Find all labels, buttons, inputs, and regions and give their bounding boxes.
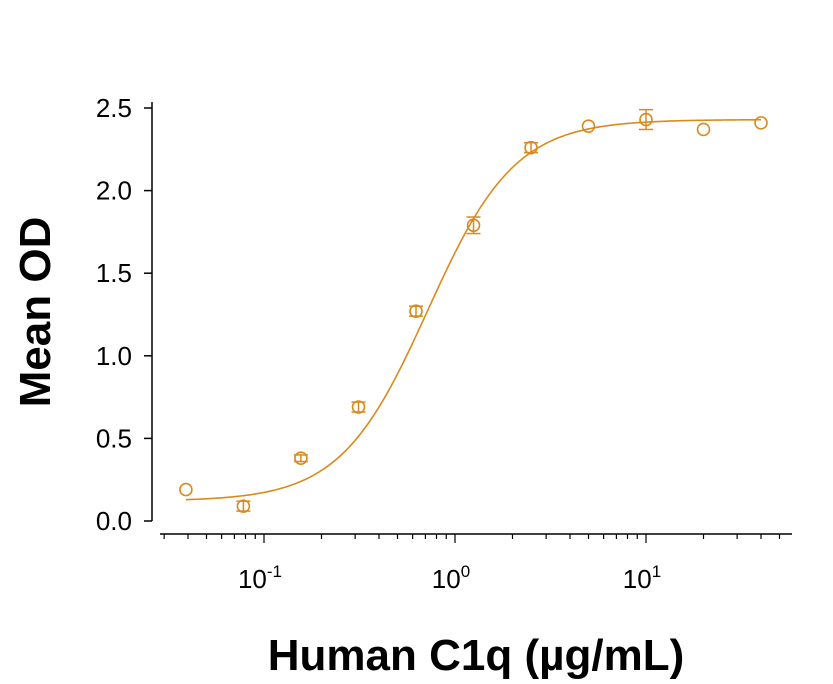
y-tick-label: 0.5 — [96, 423, 132, 453]
data-point — [466, 218, 481, 233]
x-axis-title: Human C1q (µg/mL) — [268, 631, 684, 680]
y-tick-label: 2.0 — [96, 176, 132, 206]
data-point — [179, 482, 193, 497]
x-tick-label: 101 — [623, 562, 661, 594]
y-tick-label: 1.0 — [96, 341, 132, 371]
data-points-layer — [179, 108, 768, 513]
x-tick-label: 100 — [432, 562, 470, 594]
data-point — [639, 112, 653, 127]
y-axis: 0.0 0.5 1.0 1.5 2.0 2.5 — [96, 93, 153, 536]
data-point — [409, 304, 423, 318]
fit-curve-layer — [185, 118, 761, 501]
data-point — [754, 116, 768, 130]
x-tick-label: 10-1 — [238, 562, 282, 594]
data-point — [351, 400, 366, 414]
y-tick-label: 0.0 — [96, 506, 132, 536]
x-axis: 10-1 100 101 — [160, 533, 792, 594]
data-point — [696, 122, 711, 137]
data-point — [524, 140, 538, 155]
data-point — [294, 451, 308, 466]
y-tick-label: 1.5 — [96, 258, 132, 288]
data-point — [236, 499, 251, 513]
y-tick-label: 2.5 — [96, 93, 132, 123]
fit-curve — [185, 118, 761, 501]
y-axis-title: Mean OD — [11, 217, 60, 408]
data-point — [581, 119, 596, 133]
